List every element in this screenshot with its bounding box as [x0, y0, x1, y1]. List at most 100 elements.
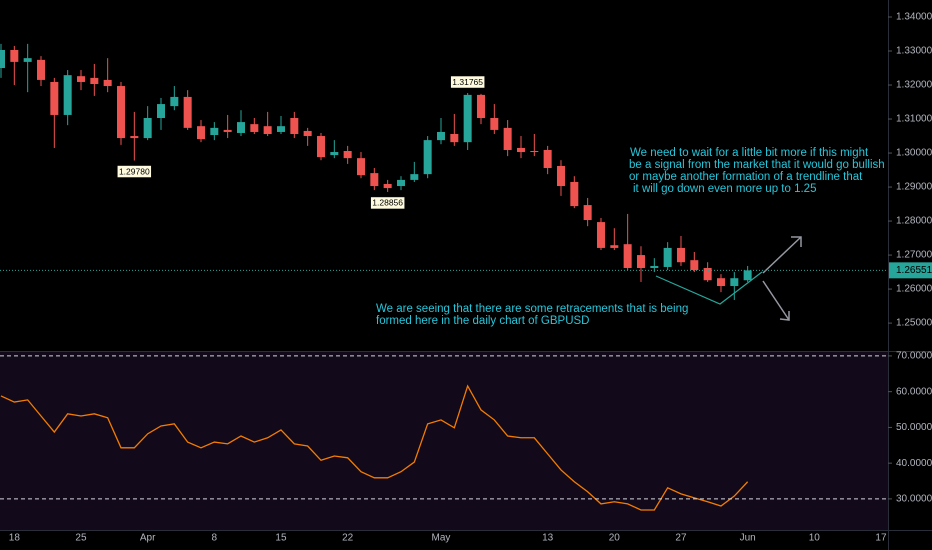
candle-body	[276, 126, 285, 132]
candle-body	[290, 118, 299, 134]
x-tick-label: Apr	[140, 533, 156, 544]
candle-body	[250, 124, 259, 132]
annotation: We need to wait for a little bit more if…	[630, 147, 869, 159]
candle-body	[36, 59, 45, 80]
candle-body	[343, 151, 352, 159]
y-tick-label: 1.33000	[896, 46, 932, 57]
candle-body	[530, 151, 539, 153]
candle-body	[183, 96, 192, 128]
y-tick-label: 1.26000	[896, 284, 932, 295]
current-price-label: 1.26551	[896, 265, 932, 276]
candle-body	[690, 260, 699, 271]
candle-body	[650, 265, 659, 268]
trendline	[655, 271, 763, 305]
candle-body	[103, 79, 112, 87]
x-tick-label: 18	[9, 533, 21, 544]
y-tick-label: 1.27000	[896, 250, 932, 261]
candle-body	[156, 104, 165, 119]
y-tick-label: 40.0000	[896, 458, 932, 469]
candle-body	[743, 270, 752, 281]
candle-body	[263, 126, 272, 134]
y-tick-label: 1.25000	[896, 318, 932, 329]
candle-body	[543, 149, 552, 169]
y-tick-label: 1.34000	[896, 12, 932, 23]
candle-body	[76, 76, 85, 82]
price-label-box	[370, 196, 405, 210]
candle-body	[730, 278, 739, 287]
annotation: be a signal from the market that it woul…	[629, 159, 885, 171]
x-tick-label: 17	[875, 533, 887, 544]
candle-body	[23, 58, 32, 62]
candle-body	[663, 247, 672, 267]
candle-body	[703, 267, 712, 281]
price-label-box	[117, 165, 152, 178]
y-tick-label: 1.32000	[896, 80, 932, 91]
candle-body	[50, 81, 59, 115]
candle-body	[0, 49, 5, 69]
candle-body	[676, 247, 685, 263]
x-tick-label: 27	[675, 533, 687, 544]
arrows	[762, 236, 802, 321]
candle-body	[116, 86, 125, 139]
x-tick-label: 15	[275, 533, 287, 544]
candle-body	[143, 118, 152, 139]
x-tick-label: 10	[809, 533, 821, 544]
candle-body	[610, 245, 619, 248]
price-label-box	[450, 75, 485, 89]
y-tick-label: 50.0000	[896, 422, 932, 433]
candle-body	[356, 158, 365, 176]
price-label: 1.29780	[119, 166, 150, 176]
candle-body	[516, 147, 525, 153]
annotation: it will go down even more up to 1.25	[633, 183, 816, 195]
candle-body	[210, 127, 219, 136]
candle-body	[236, 122, 245, 133]
candle-body	[636, 255, 645, 268]
candle-body	[490, 118, 499, 130]
y-tick-label: 1.28000	[896, 216, 932, 227]
candle-body	[303, 130, 312, 137]
candle-body	[316, 136, 325, 158]
candle-body	[223, 129, 232, 132]
candle-body	[330, 152, 339, 156]
candle-body	[436, 131, 445, 141]
candle-body	[716, 278, 725, 287]
y-tick-label: 1.30000	[896, 148, 932, 159]
x-tick-label: 22	[342, 533, 354, 544]
candle-body	[570, 181, 579, 207]
annotation: We are seeing that there are some retrac…	[376, 303, 688, 315]
y-tick-label: 60.0000	[896, 386, 932, 397]
candle-body	[623, 244, 632, 268]
annotation: or maybe another formation of a trendlin…	[629, 171, 863, 183]
candle-body	[63, 75, 72, 115]
y-tick-label: 1.29000	[896, 182, 932, 193]
x-tick-label: May	[432, 533, 451, 544]
rsi-line	[0, 384, 749, 511]
candle-body	[450, 133, 459, 143]
x-tick-label: Jun	[740, 533, 756, 544]
candle-body	[503, 127, 512, 150]
x-tick-label: 13	[542, 533, 554, 544]
candle-body	[130, 136, 139, 139]
candle-body	[410, 174, 419, 180]
candle-body	[596, 222, 605, 248]
x-tick-label: 20	[609, 533, 621, 544]
candle-body	[476, 94, 485, 119]
candle-body	[583, 205, 592, 221]
candle-body	[556, 165, 565, 187]
candle-body	[10, 49, 19, 62]
annotation: formed here in the daily chart of GBPUSD	[376, 315, 590, 327]
candle-body	[170, 96, 179, 107]
y-tick-label: 1.31000	[896, 114, 932, 125]
y-tick-label: 70.0000	[896, 351, 932, 362]
candle-body	[196, 126, 205, 140]
plot	[0, 43, 752, 511]
rsi-panel	[0, 352, 888, 530]
candle-body	[383, 183, 392, 189]
price-label: 1.31765	[452, 77, 483, 87]
price-label: 1.28856	[372, 198, 403, 208]
candle-body	[423, 140, 432, 175]
current-price-box	[889, 262, 932, 279]
candle-body	[463, 94, 472, 143]
y-tick-label: 30.0000	[896, 494, 932, 505]
